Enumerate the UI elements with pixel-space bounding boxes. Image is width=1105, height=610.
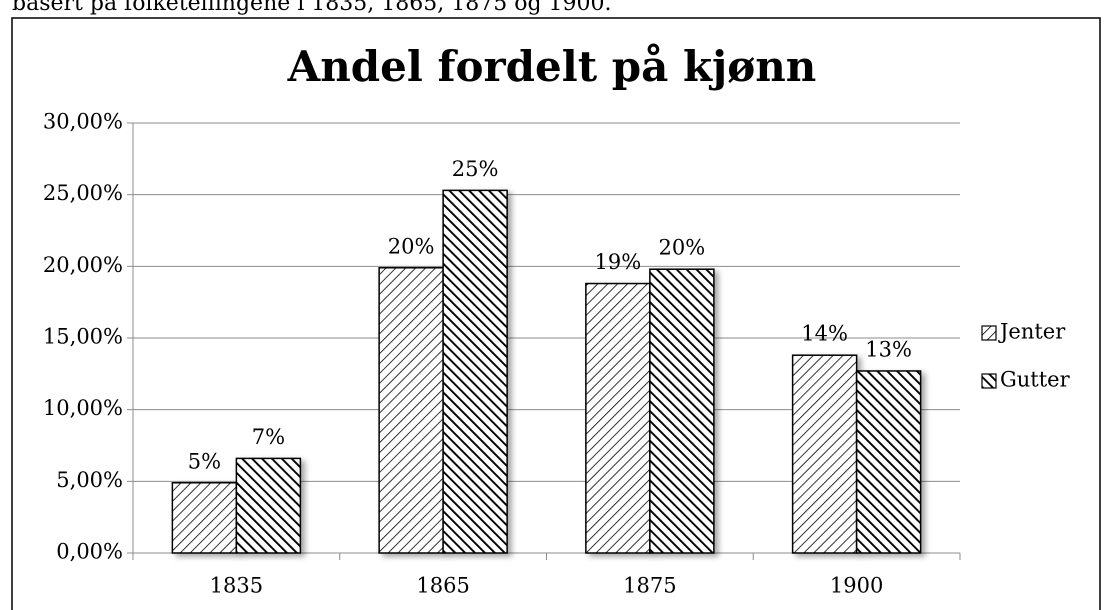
y-tick-label: 15,00% [43,325,123,349]
y-tick-label: 5,00% [56,468,123,492]
bar [585,282,651,554]
value-label: 13% [865,337,912,361]
value-label: 25% [452,157,499,181]
value-label: 14% [801,322,848,346]
bar [235,457,302,554]
x-tick-label: 1875 [623,574,676,598]
y-tick-label: 0,00% [56,540,123,564]
y-tick-label: 25,00% [43,181,123,205]
legend-label: Jenter [998,320,1066,344]
y-tick-label: 30,00% [43,110,123,134]
bar [791,354,858,554]
bar [855,370,922,554]
y-tick-label: 20,00% [43,253,123,277]
value-label: 7% [252,425,285,449]
x-tick-label: 1865 [416,574,469,598]
caption: basert på folketellingene i 1835, 1865, … [12,0,612,16]
value-label: 19% [595,250,642,274]
chart-title: Andel fordelt på kjønn [287,42,817,91]
legend-swatch [981,373,997,389]
x-tick-label: 1835 [210,574,263,598]
bar [442,189,508,554]
value-label: 20% [388,234,435,258]
y-tick-label: 10,00% [43,396,123,420]
legend-swatch [981,325,997,341]
bar [171,482,238,554]
value-label: 20% [659,236,706,260]
x-tick-label: 1900 [830,574,883,598]
bar [378,267,444,554]
value-label: 5% [188,449,221,473]
legend-label: Gutter [1000,368,1071,392]
bar [649,268,715,554]
